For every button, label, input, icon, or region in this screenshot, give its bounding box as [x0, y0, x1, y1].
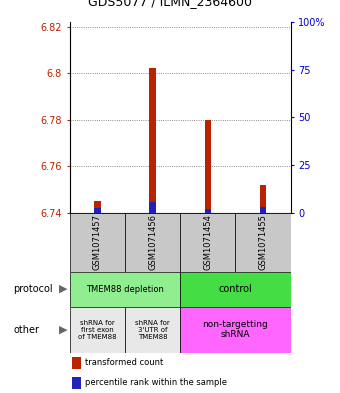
Text: ▶: ▶ — [58, 284, 67, 294]
Bar — [70, 307, 125, 353]
Text: other: other — [14, 325, 39, 335]
Text: GSM1071456: GSM1071456 — [148, 214, 157, 270]
Bar — [94, 201, 101, 213]
Text: shRNA for
first exon
of TMEM88: shRNA for first exon of TMEM88 — [78, 320, 117, 340]
Text: non-targetting
shRNA: non-targetting shRNA — [203, 320, 268, 340]
Text: ▶: ▶ — [58, 325, 67, 335]
Bar — [70, 213, 125, 272]
Bar — [180, 213, 235, 272]
Text: control: control — [219, 284, 252, 294]
Bar — [125, 307, 180, 353]
Bar — [260, 207, 267, 213]
Text: shRNA for
3'UTR of
TMEM88: shRNA for 3'UTR of TMEM88 — [135, 320, 170, 340]
Text: GDS5077 / ILMN_2364600: GDS5077 / ILMN_2364600 — [88, 0, 252, 8]
Text: protocol: protocol — [14, 284, 53, 294]
Bar — [149, 202, 156, 213]
Bar — [180, 272, 291, 307]
Bar — [149, 68, 156, 213]
Bar — [72, 357, 81, 369]
Bar — [204, 119, 211, 213]
Bar — [94, 208, 101, 213]
Bar — [204, 209, 211, 213]
Text: GSM1071457: GSM1071457 — [93, 214, 102, 270]
Text: GSM1071454: GSM1071454 — [203, 214, 212, 270]
Bar — [260, 185, 267, 213]
Bar — [70, 272, 180, 307]
Bar — [72, 377, 81, 389]
Bar — [125, 213, 180, 272]
Text: GSM1071455: GSM1071455 — [259, 214, 268, 270]
Text: percentile rank within the sample: percentile rank within the sample — [85, 378, 227, 387]
Text: transformed count: transformed count — [85, 358, 164, 367]
Bar — [235, 213, 291, 272]
Text: TMEM88 depletion: TMEM88 depletion — [86, 285, 164, 294]
Bar — [180, 307, 291, 353]
